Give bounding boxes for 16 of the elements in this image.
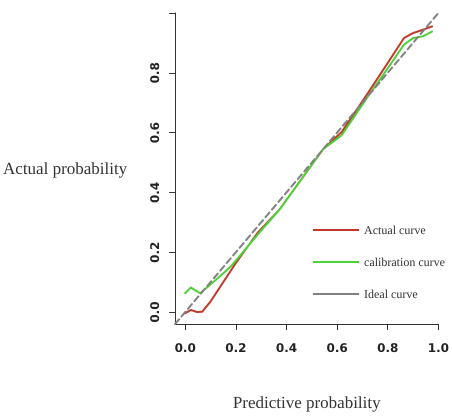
legend-label: calibration curve (364, 255, 446, 269)
y-tick-label: 0.0 (148, 301, 162, 323)
x-tick-label: 0.6 (326, 341, 348, 355)
x-tick-label: 0.4 (276, 341, 298, 355)
x-tick-label: 1.0 (428, 341, 450, 355)
legend-label: Ideal curve (364, 287, 418, 301)
y-tick-label: 0.2 (148, 242, 162, 263)
y-axis-title: Actual probability (2, 159, 128, 178)
legend-label: Actual curve (364, 223, 426, 237)
x-axis-title: Predictive probability (232, 393, 382, 412)
y-tick-label: 0.6 (148, 122, 162, 144)
x-tick-label: 0.2 (225, 341, 246, 355)
y-tick-label: 0.8 (148, 62, 162, 84)
x-tick-label: 0.8 (377, 341, 398, 355)
x-tick-label: 0.0 (174, 341, 196, 355)
y-tick-label: 0.4 (148, 182, 162, 204)
